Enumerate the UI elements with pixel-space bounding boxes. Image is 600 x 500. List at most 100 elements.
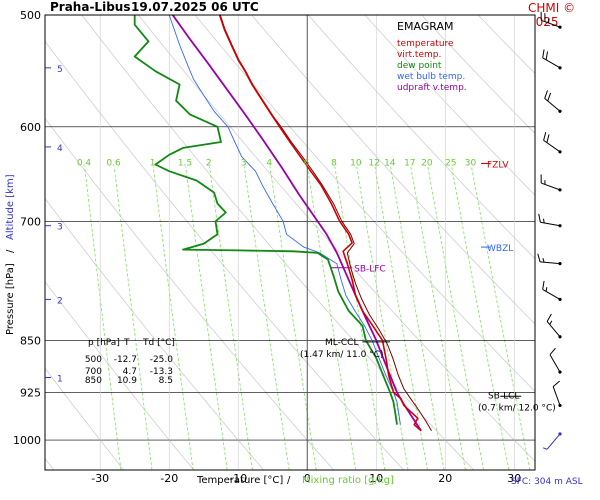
wind-barb-staff	[546, 433, 561, 450]
plot-background	[45, 15, 535, 470]
x-axis-title-temperature: Temperature [°C]	[196, 475, 283, 486]
wind-barb-flag	[545, 287, 548, 292]
x-tick-label: 10	[369, 472, 383, 485]
mixing-ratio-line	[113, 166, 153, 470]
table-header-t: T	[123, 338, 130, 348]
mixing-ratio-line	[185, 166, 228, 470]
dry-adiabat-line	[45, 40, 404, 470]
dry-adiabat-line	[45, 281, 195, 470]
wind-barb-staff	[542, 288, 561, 300]
y-tick-label: 1000	[13, 434, 41, 447]
mixing-ratio-label: 12	[368, 159, 379, 169]
plot-frame	[44, 14, 536, 471]
wind-barb-flag	[537, 253, 541, 263]
wind-barb-flag	[547, 92, 552, 102]
mixing-ratio-line	[209, 166, 253, 470]
altitude-tick-label: 1	[57, 375, 63, 385]
wind-barb	[549, 347, 562, 374]
wind-barb-flag	[542, 49, 545, 58]
mixing-ratio-line	[243, 166, 290, 470]
wind-barb-flag	[549, 347, 556, 356]
x-tick-label: 30	[507, 472, 521, 485]
mixing-ratio-line	[84, 166, 122, 470]
table-cell: 700	[85, 367, 102, 377]
x-tick-label: 0	[304, 472, 311, 485]
dry-adiabat-line	[45, 117, 335, 470]
table-header-td: Td [°C]	[142, 338, 175, 348]
mixing-ratio-label: 1.5	[178, 159, 192, 169]
wind-barb	[542, 49, 562, 70]
station-name: Praha-Libus	[50, 0, 131, 14]
dry-adiabat-line	[45, 197, 265, 470]
wind-barb	[540, 174, 562, 192]
updraft-line	[171, 15, 422, 432]
wet-bulb-line	[168, 15, 401, 425]
mixing-ratio-label: 4	[266, 159, 272, 169]
legend-item-dew-point: dew point	[397, 61, 442, 71]
mixing-ratio-line	[451, 166, 510, 470]
y-tick-label: 700	[20, 215, 41, 228]
wind-barb-staff	[544, 98, 561, 112]
wind-barb-staff	[549, 354, 561, 373]
table-cell: 850	[85, 376, 102, 386]
dry-adiabat-line	[251, 15, 535, 325]
wind-barb-flag	[552, 380, 560, 387]
mixing-ratio-label: 0.4	[77, 159, 92, 169]
mixing-ratio-label: 25	[445, 159, 456, 169]
mixing-ratio-line	[269, 166, 317, 470]
wind-barb-origin	[558, 224, 562, 228]
x-tick-label: -10	[229, 472, 247, 485]
y-tick-label: 850	[20, 334, 41, 347]
sb-lcl-detail: (0.7 km/ 12.0 °C)	[478, 403, 556, 413]
wind-barb-origin	[558, 66, 562, 70]
y-tick-label: 500	[20, 9, 41, 22]
wind-barb-flag	[542, 447, 548, 450]
mixing-ratio-line	[427, 166, 484, 470]
wind-barb-staff	[552, 386, 561, 406]
wind-barb	[546, 313, 562, 339]
wind-barb-origin	[558, 262, 562, 266]
altitude-tick-label: 5	[57, 65, 63, 75]
wind-barb	[542, 432, 562, 450]
wind-barb-staff	[541, 19, 561, 28]
wind-barb-flag	[544, 13, 546, 22]
wind-barb-staff	[546, 321, 561, 338]
table-cell: 500	[85, 355, 102, 365]
wind-barb-origin	[558, 335, 562, 339]
mixing-ratio-line	[471, 166, 531, 470]
wind-barb-flag	[543, 131, 547, 141]
y-axis-title-altitude: Altitude [km]	[5, 174, 16, 240]
mixing-ratio-line	[152, 166, 194, 470]
wind-barb	[552, 380, 562, 407]
wind-barb-origin	[558, 297, 562, 301]
sb-lfc-label: SB-LFC	[354, 265, 386, 275]
mixing-ratio-label: 0.6	[106, 159, 121, 169]
mixing-ratio-line	[306, 166, 357, 470]
legend-item-virt-temp: virt.temp.	[397, 50, 441, 60]
mixing-ratio-label: 10	[350, 159, 362, 169]
credit-label: CHMI © 2025	[528, 1, 576, 29]
table-cell: 10.9	[117, 376, 137, 386]
wind-barb-staff	[542, 57, 561, 69]
ml-ccl-detail: (1.47 km/ 11.0 °C)	[300, 350, 383, 360]
wind-barb-flag	[544, 180, 546, 185]
legend-item-wet-bulb: wet bulb temp.	[397, 72, 465, 82]
mixing-ratio-line	[410, 166, 466, 470]
table-cell: 8.5	[159, 376, 173, 386]
wind-barb	[544, 90, 562, 113]
wbzl-label: WBZL	[487, 244, 513, 254]
mixing-ratio-label: 30	[465, 159, 477, 169]
ml-ccl-label: ML-CCL	[325, 338, 358, 348]
mixing-ratio-label: 14	[384, 159, 396, 169]
dry-adiabat-line	[138, 15, 535, 462]
wind-barb-flag	[542, 258, 545, 263]
wind-barb-origin	[558, 403, 562, 407]
dry-adiabat-line	[194, 15, 535, 393]
wind-barb-flag	[548, 18, 550, 24]
mixing-ratio-line	[334, 166, 386, 470]
wind-barb-origin	[558, 109, 562, 113]
dry-adiabat-line	[364, 15, 535, 196]
wind-barb-flag	[542, 280, 545, 290]
data-table: p [hPa] T Td [°C] 500 -12.7 -25.0 700 4.…	[85, 338, 175, 386]
